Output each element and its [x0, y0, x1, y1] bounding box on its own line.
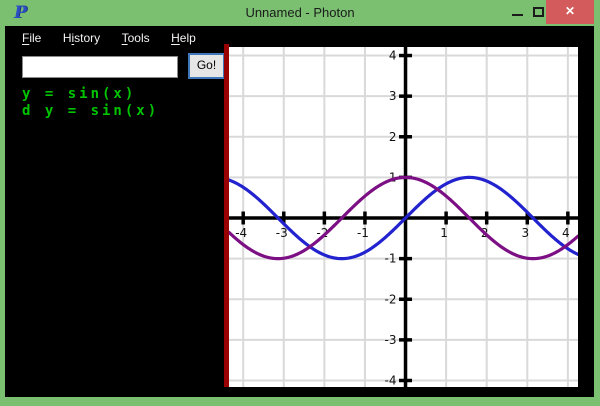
- y-tick-label: 4: [389, 49, 397, 63]
- x-tick-label: -1: [357, 226, 369, 240]
- plot-left-edge-marker: [224, 44, 229, 387]
- maximize-icon: [533, 7, 544, 17]
- y-tick-label: 3: [389, 89, 397, 103]
- expression-line: d y = sin(x): [22, 103, 160, 119]
- title-bar[interactable]: P Unnamed - Photon ✕: [0, 0, 600, 26]
- y-tick-label: 2: [389, 130, 397, 144]
- y-tick-label: -4: [385, 374, 397, 387]
- window-content: File History Tools Help Go! y = sin(x) d…: [5, 26, 594, 397]
- go-button[interactable]: Go!: [188, 53, 225, 79]
- x-tick-label: 3: [521, 226, 529, 240]
- y-tick-label: -3: [385, 333, 397, 347]
- expression-log: y = sin(x) d y = sin(x): [22, 86, 159, 120]
- close-button[interactable]: ✕: [546, 0, 594, 24]
- x-tick-label: -4: [235, 226, 247, 240]
- menu-file[interactable]: File: [22, 31, 42, 45]
- menu-tools[interactable]: Tools: [121, 31, 150, 45]
- expression-input[interactable]: [22, 56, 178, 78]
- x-tick-label: 1: [440, 226, 448, 240]
- y-tick-label: -1: [385, 252, 397, 266]
- menu-bar: File History Tools Help: [5, 26, 594, 47]
- expression-line: y = sin(x): [22, 86, 137, 102]
- minimize-button[interactable]: [506, 0, 530, 24]
- maximize-button[interactable]: [532, 0, 546, 24]
- plot-area[interactable]: -4 -3 -2 -1 1 2 3 4 -4 -3 -2 -1 1 2 3 4: [229, 47, 578, 387]
- x-tick-label: 4: [562, 226, 570, 240]
- y-tick-label: 1: [389, 170, 397, 184]
- curve-sin: [229, 175, 578, 261]
- window-title: Unnamed - Photon: [245, 5, 355, 20]
- menu-help[interactable]: Help: [171, 31, 196, 45]
- app-icon: P: [14, 3, 27, 23]
- y-tick-label: -2: [385, 292, 397, 306]
- curve-cos: [229, 175, 578, 261]
- x-tick-label: -3: [276, 226, 288, 240]
- menu-history[interactable]: History: [62, 31, 101, 45]
- minimize-icon: [512, 14, 523, 16]
- x-tick-label: -2: [316, 226, 328, 240]
